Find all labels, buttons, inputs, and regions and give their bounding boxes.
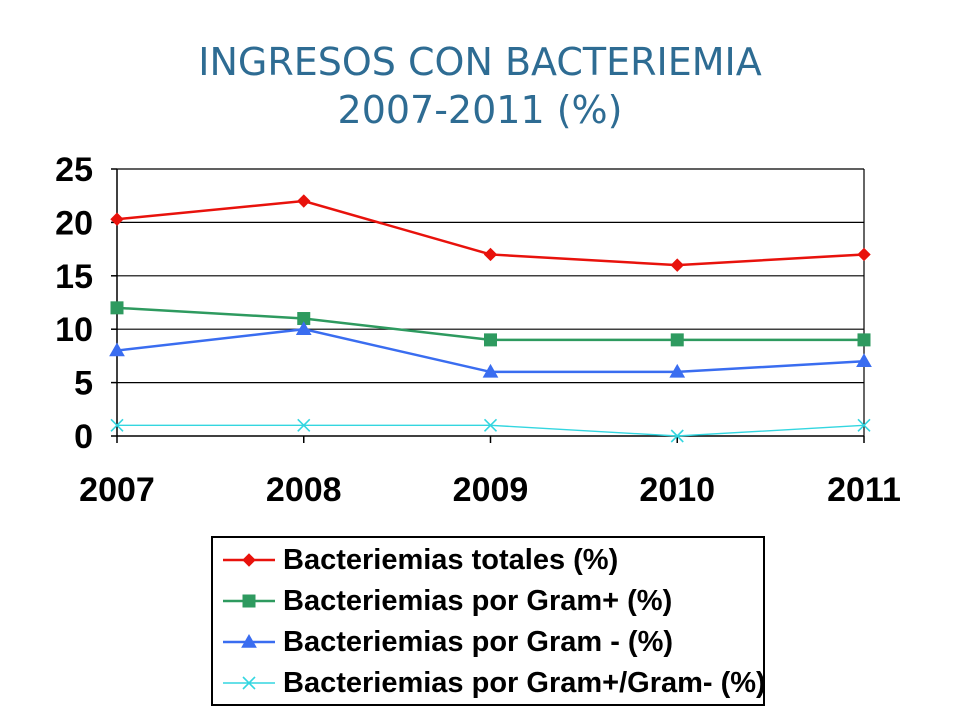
x-tick-label-2010: 2010 (639, 471, 715, 509)
series-3-point-2010-stroke-b (670, 429, 684, 443)
series-3-point-2007 (110, 418, 124, 432)
series-2-point-2007 (109, 342, 125, 357)
series-3-point-2009-stroke-b (483, 418, 498, 432)
series-2-point-2011 (856, 353, 872, 367)
series-lines (116, 199, 865, 437)
legend-marker-3-stroke-b (242, 676, 256, 690)
legend-marker-2 (241, 633, 257, 648)
y-tick-label-25: 25 (55, 151, 93, 189)
x-tick-label-2007: 2007 (79, 471, 155, 509)
legend-item-gram-negative: Bacteriemias por Gram - (%) (221, 622, 673, 662)
series-0-point-2007 (110, 212, 124, 226)
legend-label-gram-negative: Bacteriemias por Gram - (%) (283, 625, 674, 658)
series-2-point-2009 (482, 363, 499, 378)
series-line-3 (117, 424, 865, 437)
x-tick-label-2011: 2011 (827, 471, 901, 509)
legend-label-gram-mixed: Bacteriemias por Gram+/Gram- (%) (283, 666, 766, 699)
series-3-point-2008-stroke-b (297, 418, 311, 432)
x-tick-label-2008: 2008 (266, 471, 342, 509)
series-3-point-2011 (857, 418, 871, 432)
series-markers (109, 194, 872, 443)
series-2-point-2010 (669, 363, 686, 378)
series-1-point-2011 (857, 333, 871, 347)
y-tick-label-15: 15 (55, 258, 93, 296)
series-3-point-2007-stroke-b (110, 418, 124, 432)
legend-swatch-gram-mixed (223, 676, 275, 690)
series-3-point-2008 (297, 418, 311, 432)
chart-title: INGRESOS CON BACTERIEMIA 2007-2011 (%) (0, 38, 960, 134)
series-3-point-2010 (670, 429, 684, 443)
series-0-point-2011 (857, 247, 871, 262)
chart-title-line-2: 2007-2011 (%) (337, 88, 623, 132)
y-tick-label-5: 5 (74, 365, 93, 403)
legend-swatch-totales (223, 553, 275, 567)
gridlines (117, 168, 865, 436)
legend-item-totales: Bacteriemias totales (%) (221, 540, 618, 580)
series-3-point-2011-stroke-b (857, 418, 871, 432)
series-0-point-2010 (670, 258, 684, 272)
legend-item-gram-positive: Bacteriemias por Gram+ (%) (221, 581, 672, 621)
x-tick-label-2009: 2009 (453, 471, 529, 509)
legend-label-totales: Bacteriemias totales (%) (283, 543, 619, 576)
series-3-point-2009 (483, 418, 498, 432)
legend-label-gram-positive: Bacteriemias por Gram+ (%) (283, 584, 673, 617)
legend-swatch-gram-positive (223, 594, 275, 608)
series-1-point-2007 (110, 301, 124, 315)
y-tick-label-0: 0 (74, 418, 93, 456)
series-0-point-2009 (483, 247, 498, 262)
series-1-point-2010 (670, 333, 684, 347)
series-1-point-2009 (484, 333, 497, 347)
legend-marker-0 (242, 553, 256, 567)
legend-swatch-gram-negative (223, 633, 275, 648)
series-2-point-2008 (295, 321, 312, 335)
legend-marker-3 (242, 676, 256, 690)
legend-marker-1 (242, 594, 256, 608)
chart-legend: Bacteriemias totales (%) Bacteriemias po… (211, 536, 766, 706)
legend-item-gram-mixed: Bacteriemias por Gram+/Gram- (%) (221, 663, 766, 703)
y-tick-label-10: 10 (55, 311, 93, 349)
series-0-point-2008 (297, 194, 311, 208)
axes: 0 5 10 15 20 25 2007 2008 2009 2010 2011 (55, 151, 901, 509)
chart-title-line-1: INGRESOS CON BACTERIEMIA (198, 40, 762, 84)
y-tick-label-20: 20 (55, 204, 93, 242)
